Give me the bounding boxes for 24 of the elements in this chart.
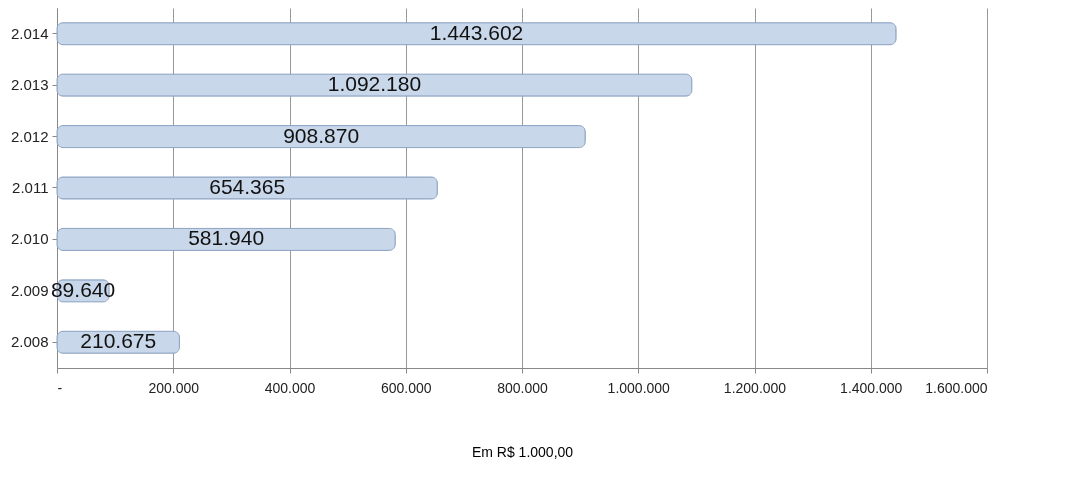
x-tick-label: - bbox=[57, 379, 63, 396]
x-tick-label: 200.000 bbox=[148, 379, 200, 396]
x-tick-label: 800.000 bbox=[497, 379, 549, 396]
data-label: 1.443.602 bbox=[429, 20, 524, 44]
data-label: 908.870 bbox=[283, 123, 360, 147]
y-tick-label: 2.010 bbox=[10, 230, 49, 248]
x-tick-label: 1.000.000 bbox=[607, 379, 671, 396]
x-tick-label: 1.200.000 bbox=[723, 379, 787, 396]
y-tick-label: 2.011 bbox=[12, 179, 49, 196]
y-tick-label: 2.008 bbox=[10, 333, 49, 351]
x-tick-label: 1.600.000 bbox=[925, 379, 988, 396]
x-tick-label: 400.000 bbox=[264, 379, 316, 396]
data-label: 89.640 bbox=[50, 277, 116, 301]
data-label: 1.092.180 bbox=[327, 72, 422, 96]
data-label: 654.365 bbox=[209, 175, 286, 198]
data-label: 581.940 bbox=[188, 226, 265, 250]
data-label: 210.675 bbox=[80, 329, 157, 353]
x-tick-label: 600.000 bbox=[380, 379, 432, 396]
y-tick-label: 2.009 bbox=[10, 281, 49, 299]
y-tick-label: 2.013 bbox=[10, 76, 49, 94]
x-tick-label: 1.400.000 bbox=[840, 379, 903, 396]
y-tick-label: 2.014 bbox=[10, 24, 49, 42]
y-tick-label: 2.012 bbox=[10, 127, 49, 145]
x-axis-title: Em R$ 1.000,00 bbox=[471, 443, 574, 460]
